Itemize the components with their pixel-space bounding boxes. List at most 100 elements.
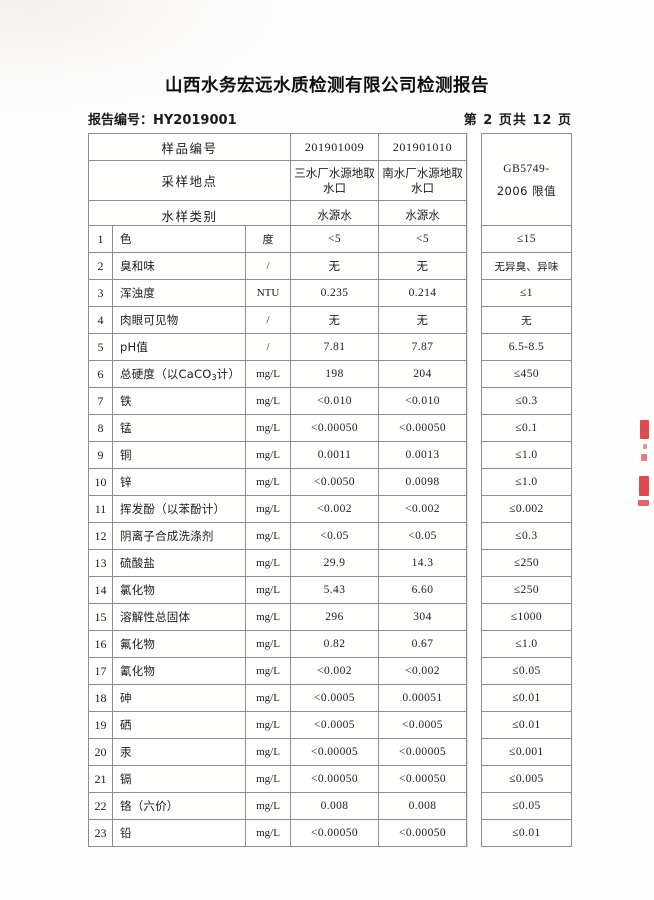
limit-standard-line1: GB5749- xyxy=(503,163,550,176)
table-row: 3 浑浊度 NTU 0.235 0.214 xyxy=(88,279,467,307)
cell-limit: ≤15 xyxy=(480,225,573,253)
cell-index: 17 xyxy=(88,657,113,685)
cell-s2: <0.002 xyxy=(378,495,467,523)
cell-name: 铁 xyxy=(112,387,246,415)
table-row: 15 溶解性总固体 mg/L 296 304 xyxy=(88,603,467,631)
limit-row: ≤250 xyxy=(480,576,573,604)
cell-unit: / xyxy=(245,333,291,361)
cell-limit: ≤1.0 xyxy=(480,441,573,469)
cell-s1: <0.05 xyxy=(290,522,379,550)
cell-unit: mg/L xyxy=(245,792,291,820)
limit-row: 无 xyxy=(480,306,573,334)
results-table-body: 样品编号 201901009 201901010 采样地点 三水厂水源地取水口 … xyxy=(87,133,468,230)
cell-unit: mg/L xyxy=(245,576,291,604)
cell-unit: mg/L xyxy=(245,603,291,631)
limit-row: ≤0.001 xyxy=(480,738,573,766)
cell-s1: 29.9 xyxy=(290,549,379,577)
cell-name: 氰化物 xyxy=(112,657,246,685)
page-indicator: 第 2 页共 12 页 xyxy=(463,113,572,128)
limit-row: ≤250 xyxy=(480,549,573,577)
cell-unit: mg/L xyxy=(245,819,291,847)
cell-name: 氯化物 xyxy=(112,576,246,604)
cell-s2: 0.008 xyxy=(378,792,467,820)
cell-s1: <0.0050 xyxy=(290,468,379,496)
cell-limit: ≤0.01 xyxy=(480,684,573,712)
cell-unit: mg/L xyxy=(245,522,291,550)
results-rows: 1 色度 <5 <5 2 臭和味 / 无无 3 浑浊度 NTU 0.235 0.214 4 肉眼可见物 / 无无… xyxy=(88,225,467,847)
limit-row: ≤0.3 xyxy=(480,387,573,415)
limit-header-table: GB5749- 2006 限值 xyxy=(480,133,573,230)
header-row-sample-no: 样品编号 201901009 201901010 xyxy=(87,133,468,161)
cell-s1: 0.235 xyxy=(290,279,379,307)
cell-limit: ≤0.05 xyxy=(480,792,573,820)
limit-row: ≤0.002 xyxy=(480,495,573,523)
limit-row: ≤0.3 xyxy=(480,522,573,550)
header-sampling-site-label: 采样地点 xyxy=(87,160,292,201)
cell-name: 阴离子合成洗涤剂 xyxy=(112,522,246,550)
results-table-wrapper: 样品编号 201901009 201901010 采样地点 三水厂水源地取水口 … xyxy=(87,133,573,230)
cell-s1: 0.82 xyxy=(290,630,379,658)
cell-s1: 无 xyxy=(290,252,379,280)
cell-unit: mg/L xyxy=(245,495,291,523)
cell-s2: 无 xyxy=(378,252,467,280)
cell-limit: 无异臭、异味 xyxy=(480,252,573,280)
cell-name: 氟化物 xyxy=(112,630,246,658)
cell-index: 14 xyxy=(88,576,113,604)
cell-name: 砷 xyxy=(112,684,246,712)
scan-shading xyxy=(0,0,300,120)
limit-row: ≤1.0 xyxy=(480,630,573,658)
table-row: 5 pH值/7.81 7.87 xyxy=(88,333,467,361)
cell-s2: 0.214 xyxy=(378,279,467,307)
table-row: 21 镉 mg/L <0.00050 <0.00050 xyxy=(88,765,467,793)
limit-row: ≤0.01 xyxy=(480,711,573,739)
table-row: 1 色度 <5 <5 xyxy=(88,225,467,253)
cell-unit: 度 xyxy=(245,225,291,253)
cell-index: 11 xyxy=(88,495,113,523)
cell-index: 2 xyxy=(88,252,113,280)
cell-s2: <0.0005 xyxy=(378,711,467,739)
cell-index: 13 xyxy=(88,549,113,577)
cell-s1: 无 xyxy=(290,306,379,334)
cell-s1: <0.00050 xyxy=(290,819,379,847)
cell-unit: mg/L xyxy=(245,630,291,658)
header-sampling-site-2: 南水厂水源地取水口 xyxy=(378,160,468,201)
cell-name: 硒 xyxy=(112,711,246,739)
red-seal-stamp-icon xyxy=(636,418,654,510)
cell-limit: ≤1000 xyxy=(480,603,573,631)
cell-unit: mg/L xyxy=(245,549,291,577)
header-sample-no-1: 201901009 xyxy=(290,133,380,161)
cell-name: 总硬度（以CaCO3计） xyxy=(112,360,246,388)
cell-s2: 0.0098 xyxy=(378,468,467,496)
cell-limit: ≤250 xyxy=(480,576,573,604)
cell-unit: mg/L xyxy=(245,414,291,442)
cell-limit: ≤250 xyxy=(480,549,573,577)
cell-name: 铬（六价） xyxy=(112,792,246,820)
table-row: 18 砷 mg/L <0.0005 0.00051 xyxy=(88,684,467,712)
cell-unit: mg/L xyxy=(245,387,291,415)
limit-row: ≤0.05 xyxy=(480,792,573,820)
cell-unit: mg/L xyxy=(245,738,291,766)
table-row: 9 铜 mg/L 0.0011 0.0013 xyxy=(88,441,467,469)
cell-s2: 6.60 xyxy=(378,576,467,604)
limit-standard-line2: 2006 限值 xyxy=(496,184,557,198)
cell-index: 1 xyxy=(88,225,113,253)
cell-unit: mg/L xyxy=(245,468,291,496)
header-row-sampling-site: 采样地点 三水厂水源地取水口 南水厂水源地取水口 xyxy=(87,160,468,201)
cell-s2: <0.00050 xyxy=(378,765,467,793)
cell-s2: 14.3 xyxy=(378,549,467,577)
cell-s2: <0.00005 xyxy=(378,738,467,766)
cell-index: 20 xyxy=(88,738,113,766)
report-meta: 报告编号：HY2019001 第 2 页共 12 页 xyxy=(88,109,572,128)
page-fold-gap xyxy=(467,133,481,230)
cell-index: 16 xyxy=(88,630,113,658)
cell-limit: ≤0.01 xyxy=(480,711,573,739)
cell-s1: 296 xyxy=(290,603,379,631)
cell-name: 臭和味 xyxy=(112,252,246,280)
cell-name: 浑浊度 xyxy=(112,279,246,307)
cell-s2: <0.00050 xyxy=(378,414,467,442)
table-row: 6 总硬度（以CaCO3计） mg/L 198 204 xyxy=(88,360,467,388)
table-row: 12 阴离子合成洗涤剂 mg/L <0.05 <0.05 xyxy=(88,522,467,550)
cell-unit: NTU xyxy=(245,279,291,307)
cell-limit: ≤0.1 xyxy=(480,414,573,442)
cell-index: 8 xyxy=(88,414,113,442)
